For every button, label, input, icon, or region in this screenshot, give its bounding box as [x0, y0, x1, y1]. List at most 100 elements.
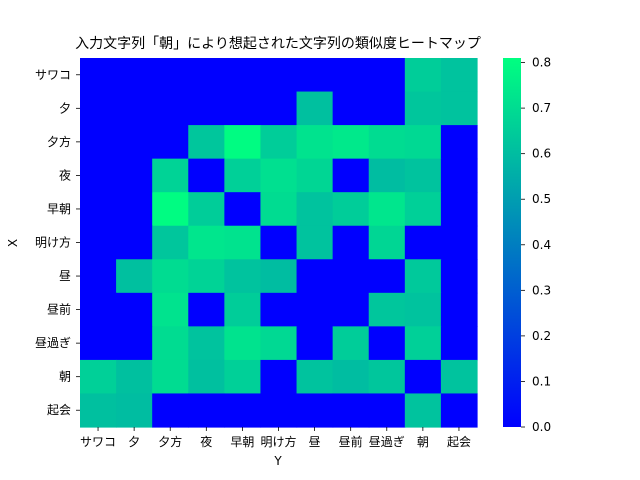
heatmap-cell [440, 192, 478, 227]
heatmap-cell [296, 259, 334, 294]
heatmap-cell [368, 259, 406, 294]
heatmap-cell [260, 158, 298, 193]
heatmap-cell [404, 259, 442, 294]
heatmap-cell [80, 158, 117, 193]
heatmap-cell [332, 259, 370, 294]
heatmap-cell [260, 192, 298, 227]
x-axis-label: Y [273, 454, 282, 468]
heatmap-cell [404, 326, 442, 361]
heatmap-cell [332, 58, 370, 93]
heatmap-cell [116, 326, 153, 361]
heatmap-cell [80, 259, 117, 294]
x-tick-label: 起会 [447, 435, 471, 449]
colorbar-tick-label: 0.4 [532, 238, 551, 252]
heatmap-cell [260, 292, 298, 327]
heatmap-cell [332, 326, 370, 361]
heatmap-cell [188, 259, 225, 294]
heatmap-cell [152, 125, 189, 160]
heatmap-cell [152, 292, 189, 327]
heatmap-cell [440, 292, 478, 327]
heatmap-cell [404, 91, 442, 126]
heatmap-cell [152, 359, 189, 395]
colorbar: 0.0 0.1 0.2 0.3 0.4 0.5 0.6 0.7 0.8 [503, 56, 551, 434]
heatmap-cell [116, 359, 153, 395]
y-tick-label: 朝 [59, 370, 71, 384]
heatmap-cell [116, 292, 153, 327]
chart-title: 入力文字列「朝」により想起された文字列の類似度ヒートマップ [75, 36, 481, 52]
heatmap-cell [332, 292, 370, 327]
heatmap-cell [296, 292, 334, 327]
heatmap-cell [404, 393, 442, 428]
heatmap-cell [296, 158, 334, 193]
heatmap-cell [440, 259, 478, 294]
heatmap-cell [152, 393, 189, 428]
heatmap-cell [152, 91, 189, 126]
colorbar-tick-label: 0.1 [532, 374, 551, 388]
heatmap-cell [260, 91, 298, 126]
x-tick-label: サワコ [80, 435, 116, 449]
heatmap-cell [224, 359, 262, 395]
heatmap-cell [440, 158, 478, 193]
heatmap-cell [188, 225, 225, 260]
heatmap-cell [80, 58, 117, 93]
heatmap-cell [80, 192, 117, 227]
heatmap-cell [404, 125, 442, 160]
heatmap-cell [260, 125, 298, 160]
y-tick-label: 明け方 [35, 235, 71, 250]
heatmap-cell [224, 225, 262, 260]
colorbar-tick-label: 0.7 [532, 101, 551, 115]
heatmap-cell [152, 326, 189, 361]
heatmap-cell [224, 393, 262, 428]
heatmap-cell [368, 393, 406, 428]
x-tick-label: 早朝 [230, 435, 254, 449]
heatmap-cell [404, 158, 442, 193]
heatmap-cell [296, 58, 334, 93]
heatmap-cell [440, 393, 478, 428]
heatmap-cell [152, 158, 189, 193]
heatmap-cell [188, 158, 225, 193]
heatmap-cell [332, 125, 370, 160]
heatmap-cell [224, 292, 262, 327]
heatmap-cell [224, 326, 262, 361]
x-tick-label: 夕 [128, 435, 140, 449]
heatmap-cell [440, 125, 478, 160]
heatmap-cell [224, 125, 262, 160]
heatmap-cell [116, 393, 153, 428]
heatmap-cell [296, 359, 334, 395]
heatmap-cell [440, 91, 478, 126]
colorbar-tick-label: 0.5 [532, 192, 551, 206]
heatmap-cell [116, 225, 153, 260]
x-tick-label: 夜 [200, 434, 212, 449]
x-axis-ticks: サワコ夕 夕方 夜 早朝 明け方昼 昼前 昼過ぎ朝 起会 [80, 427, 471, 449]
x-tick-label: 朝 [417, 435, 429, 449]
heatmap-cell [152, 58, 189, 93]
heatmap-cell [332, 393, 370, 428]
heatmap-cell [224, 259, 262, 294]
colorbar-tick-label: 0.2 [532, 329, 551, 343]
heatmap-cell [80, 359, 117, 395]
heatmap-cell [224, 158, 262, 193]
heatmap-cell [116, 158, 153, 193]
x-tick-label: 夕方 [158, 434, 182, 449]
y-tick-label: 昼過ぎ [35, 336, 71, 350]
heatmap-cell [368, 225, 406, 260]
heatmap-cell [188, 393, 225, 428]
heatmap-cell [224, 58, 262, 93]
heatmap-cell [260, 326, 298, 361]
heatmap-cell [368, 192, 406, 227]
y-tick-label: 昼 [59, 269, 71, 283]
heatmap-cell [224, 91, 262, 126]
heatmap-cell [368, 125, 406, 160]
heatmap-cell [332, 359, 370, 395]
heatmap-cell [80, 91, 117, 126]
heatmap-cell [80, 225, 117, 260]
colorbar-tick-label: 0.3 [532, 283, 551, 297]
x-tick-label: 明け方 [260, 434, 296, 449]
heatmap-cell [224, 192, 262, 227]
colorbar-gradient [503, 58, 521, 427]
y-tick-label: サワコ [35, 68, 71, 82]
heatmap-cell [116, 58, 153, 93]
heatmap-cell [332, 158, 370, 193]
heatmap-cell [80, 393, 117, 428]
